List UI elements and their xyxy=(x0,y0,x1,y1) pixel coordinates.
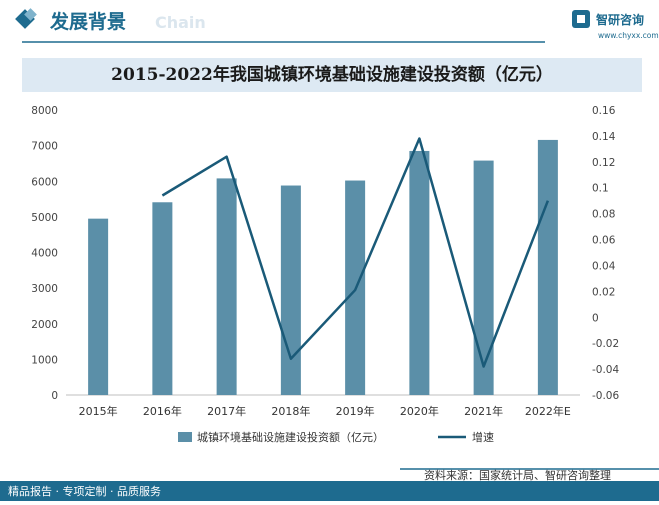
chart-title-bar: 2015-2022年我国城镇环境基础设施建设投资额（亿元） xyxy=(22,58,642,92)
y-left-tick-label: 6000 xyxy=(31,176,58,188)
y-left-tick-label: 4000 xyxy=(31,248,58,260)
y-right-tick-label: 0.16 xyxy=(592,105,616,117)
y-left-tick-label: 5000 xyxy=(31,212,58,224)
footer-band xyxy=(0,481,659,501)
y-right-tick-label: 0.14 xyxy=(592,131,616,143)
y-left-tick-label: 8000 xyxy=(31,105,58,117)
bar xyxy=(280,185,301,395)
brand-name: 智研咨询 xyxy=(595,12,644,27)
x-tick-label: 2018年 xyxy=(271,404,310,418)
x-tick-label: 2016年 xyxy=(143,404,182,418)
x-tick-label: 2017年 xyxy=(207,404,246,418)
growth-line xyxy=(161,137,550,368)
x-tick-label: 2019年 xyxy=(336,404,375,418)
y-right-tick-label: 0.04 xyxy=(592,260,616,272)
bar xyxy=(473,160,494,395)
chart-area: 0 1000 2000 3000 4000 5000 6000 7000 8000 -0.06 -0… xyxy=(31,105,619,444)
y-right-tick-label: 0.08 xyxy=(592,209,615,221)
source-note: 资料来源：国家统计局、智研咨询整理 xyxy=(424,468,611,482)
footer-graphic: 资料来源：国家统计局、智研咨询整理 精品报告 · 专项定制 · 品质服务 xyxy=(0,468,659,501)
legend-bar-swatch xyxy=(178,432,192,442)
legend-line-label: 增速 xyxy=(472,430,494,444)
y-right-tick-label: -0.06 xyxy=(592,390,619,402)
y-left-tick-label: 0 xyxy=(51,390,58,402)
bar xyxy=(152,202,173,395)
bar xyxy=(88,218,109,395)
y-right-tick-label: -0.02 xyxy=(592,338,619,350)
x-tick-label: 2022年E xyxy=(525,404,571,418)
y-left-tick-label: 3000 xyxy=(31,283,58,295)
bar xyxy=(537,139,558,395)
chart-title: 2015-2022年我国城镇环境基础设施建设投资额（亿元） xyxy=(111,65,553,85)
section-title: 发展背景 xyxy=(49,10,126,33)
y-right-tick-label: 0.12 xyxy=(592,157,615,169)
footer-services: 精品报告 · 专项定制 · 品质服务 xyxy=(8,484,161,498)
y-left-tick-label: 1000 xyxy=(31,354,58,366)
legend-bar-label: 城镇环境基础设施建设投资额（亿元） xyxy=(197,430,384,444)
diamond-accent-icon xyxy=(24,8,37,21)
x-tick-label: 2015年 xyxy=(79,404,118,418)
y-right-tick-label: 0.1 xyxy=(592,183,609,195)
x-tick-label: 2021年 xyxy=(464,404,503,418)
brand-logo-inner xyxy=(577,15,585,23)
y-right-tick-label: 0.02 xyxy=(592,286,615,298)
brand-url: www.chyxx.com xyxy=(598,31,659,40)
y-right-tick-label: 0.06 xyxy=(592,235,616,247)
x-tick-label: 2020年 xyxy=(400,404,439,418)
page-footer: 资料来源：国家统计局、智研咨询整理 精品报告 · 专项定制 · 品质服务 xyxy=(0,462,659,501)
header-graphic: 发展背景 Chain 智研咨询 www.chyxx.com xyxy=(15,8,659,43)
page-header: 发展背景 Chain 智研咨询 www.chyxx.com xyxy=(0,0,659,46)
bar xyxy=(409,150,430,395)
y-left-tick-label: 7000 xyxy=(31,141,58,153)
y-right-tick-label: 0 xyxy=(592,312,599,324)
bar xyxy=(216,178,237,395)
y-right-tick-label: -0.04 xyxy=(592,364,619,376)
section-subtitle: Chain xyxy=(155,13,206,32)
y-left-tick-label: 2000 xyxy=(31,319,58,331)
